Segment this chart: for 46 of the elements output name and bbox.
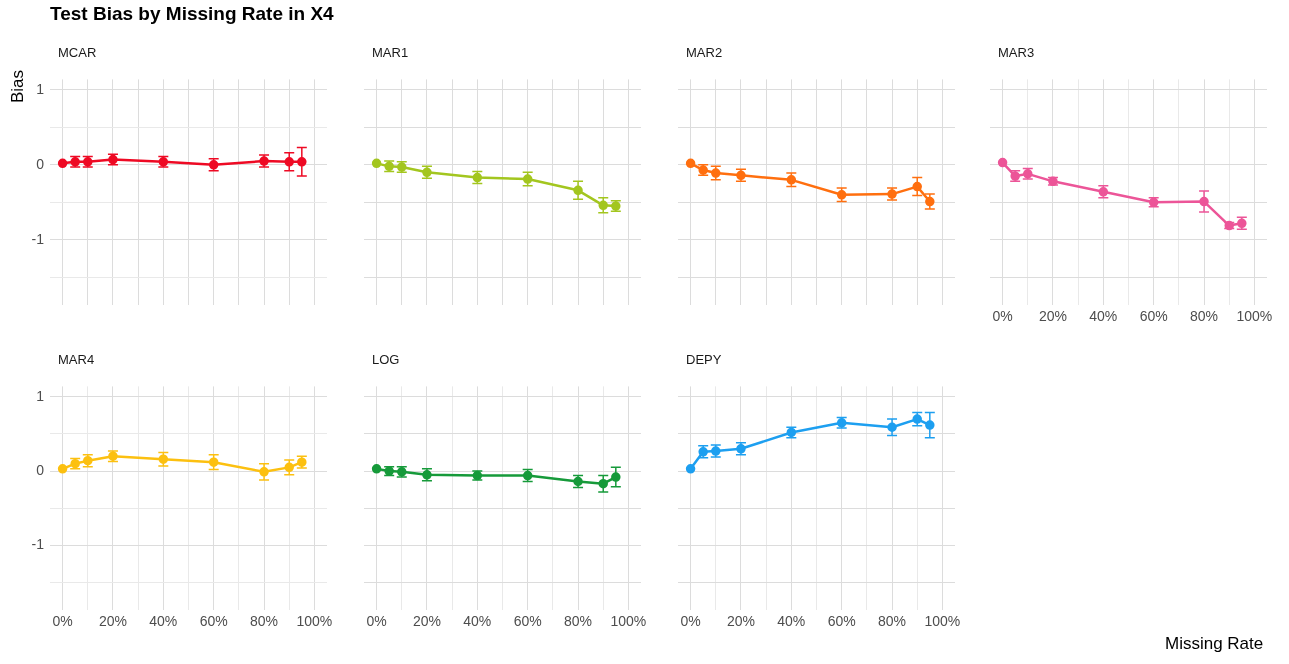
x-tick-label: 80% bbox=[878, 613, 907, 630]
x-tick-label: 60% bbox=[827, 613, 856, 630]
x-tick-label: 100% bbox=[296, 613, 333, 630]
point bbox=[371, 464, 382, 474]
x-tick-label: 60% bbox=[513, 613, 542, 630]
x-tick-label: 40% bbox=[777, 613, 806, 630]
x-tick-label: 100% bbox=[610, 613, 647, 630]
y-axis-title: Bias bbox=[8, 69, 28, 103]
point bbox=[57, 464, 68, 474]
x-tick-label: 40% bbox=[463, 613, 492, 630]
x-tick-label: 60% bbox=[199, 613, 228, 630]
x-tick-label: 0% bbox=[366, 613, 387, 630]
x-tick-label: 0% bbox=[680, 613, 701, 630]
x-tick-label: 0% bbox=[992, 308, 1013, 325]
chart-subtitle: MCAR bbox=[58, 45, 97, 60]
point bbox=[997, 157, 1008, 168]
x-tick-label: 80% bbox=[1190, 308, 1219, 325]
y-tick-label: 0 bbox=[36, 155, 45, 172]
chart-subtitle: LOG bbox=[372, 352, 400, 367]
x-tick-label: 20% bbox=[412, 613, 441, 630]
chart-subtitle: MAR1 bbox=[372, 45, 409, 60]
x-tick-label: 0% bbox=[52, 613, 73, 630]
x-tick-label: 80% bbox=[564, 613, 593, 630]
y-tick-label: 1 bbox=[36, 80, 45, 97]
chart-subtitle: DEPY bbox=[686, 352, 722, 367]
chart-subtitle: MAR2 bbox=[686, 45, 723, 60]
point bbox=[371, 158, 382, 169]
y-tick-label: 0 bbox=[36, 461, 45, 478]
x-tick-label: 60% bbox=[1139, 308, 1168, 325]
x-tick-label: 80% bbox=[250, 613, 279, 630]
x-tick-label: 20% bbox=[726, 613, 755, 630]
x-tick-label: 40% bbox=[1089, 308, 1118, 325]
x-tick-label: 100% bbox=[1236, 308, 1273, 325]
chart-subtitle: MAR3 bbox=[998, 45, 1035, 60]
chart-subtitle: MAR4 bbox=[58, 352, 95, 367]
point bbox=[685, 464, 696, 474]
chart-title: Test Bias by Missing Rate in X4 bbox=[50, 3, 334, 25]
x-tick-label: 20% bbox=[98, 613, 127, 630]
x-tick-label: 20% bbox=[1038, 308, 1067, 325]
x-axis-title: Missing Rate bbox=[1165, 634, 1264, 654]
y-tick-label: 1 bbox=[36, 387, 45, 404]
point bbox=[685, 158, 696, 169]
x-tick-label: 40% bbox=[149, 613, 178, 630]
y-tick-label: -1 bbox=[31, 536, 45, 553]
y-tick-label: -1 bbox=[31, 230, 45, 247]
x-tick-label: 100% bbox=[924, 613, 961, 630]
